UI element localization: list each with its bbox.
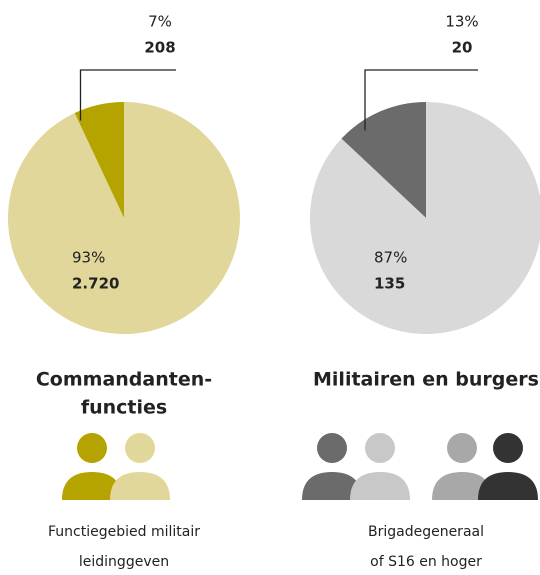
slice-count: 208	[144, 39, 175, 57]
icon-soldiers-1	[62, 433, 170, 500]
caption: Functiegebied militair	[48, 524, 200, 540]
slice-count: 20	[452, 39, 473, 57]
slice-percent: 7%	[148, 13, 172, 31]
caption: Brigadegeneraal	[368, 524, 484, 540]
slice-count: 2.720	[72, 275, 119, 293]
chart-title: functies	[81, 397, 167, 419]
pie-slice	[74, 102, 124, 218]
chart-title: Militairen en burgers	[313, 369, 539, 391]
pie-slice	[341, 102, 426, 218]
slice-count: 135	[374, 275, 405, 293]
caption: leidinggeven	[79, 554, 169, 570]
slice-percent: 87%	[374, 249, 407, 267]
leader-line	[79, 69, 176, 121]
chart-title: Commandanten-	[36, 369, 212, 391]
pie-slice	[8, 102, 241, 334]
slice-percent: 93%	[72, 249, 105, 267]
caption: of S16 en hoger	[370, 554, 482, 570]
pie-slice	[310, 102, 540, 334]
leader-line	[364, 69, 478, 131]
icon-people-2	[302, 433, 538, 500]
slice-percent: 13%	[445, 13, 478, 31]
